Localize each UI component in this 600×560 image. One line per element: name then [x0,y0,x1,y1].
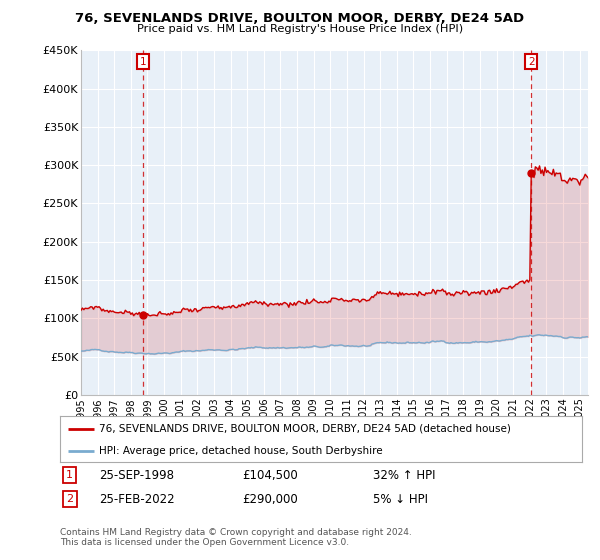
Text: 2: 2 [528,57,535,67]
Text: £290,000: £290,000 [242,493,298,506]
Text: 76, SEVENLANDS DRIVE, BOULTON MOOR, DERBY, DE24 5AD (detached house): 76, SEVENLANDS DRIVE, BOULTON MOOR, DERB… [99,424,511,434]
Text: Price paid vs. HM Land Registry's House Price Index (HPI): Price paid vs. HM Land Registry's House … [137,24,463,34]
Text: 1: 1 [66,470,73,480]
Text: 25-SEP-1998: 25-SEP-1998 [99,469,174,482]
Text: Contains HM Land Registry data © Crown copyright and database right 2024.
This d: Contains HM Land Registry data © Crown c… [60,528,412,547]
Text: 25-FEB-2022: 25-FEB-2022 [99,493,175,506]
Text: 5% ↓ HPI: 5% ↓ HPI [373,493,428,506]
Text: 32% ↑ HPI: 32% ↑ HPI [373,469,436,482]
Text: £104,500: £104,500 [242,469,298,482]
Text: HPI: Average price, detached house, South Derbyshire: HPI: Average price, detached house, Sout… [99,446,383,455]
Text: 76, SEVENLANDS DRIVE, BOULTON MOOR, DERBY, DE24 5AD: 76, SEVENLANDS DRIVE, BOULTON MOOR, DERB… [76,12,524,25]
Text: 2: 2 [66,494,73,505]
Text: 1: 1 [140,57,146,67]
